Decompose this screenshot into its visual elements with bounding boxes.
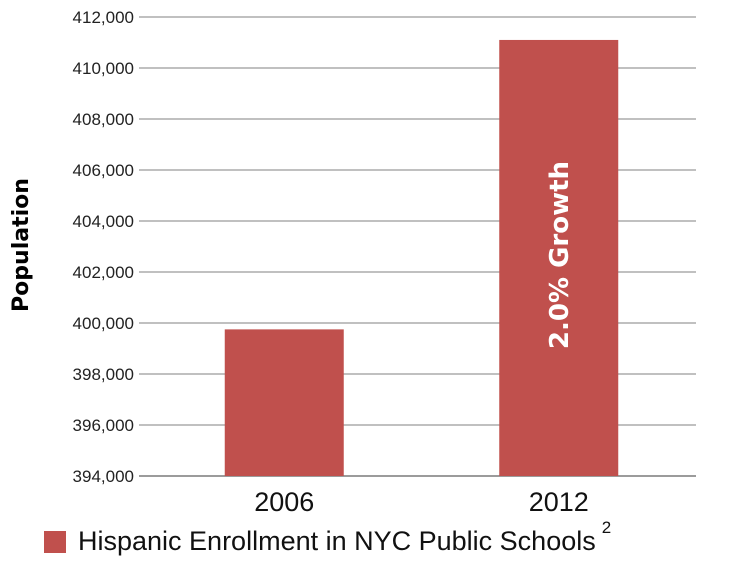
bar-chart: 394,000 396,000 398,000 400,000 402,000 404,0… <box>9 8 696 517</box>
legend-label: Hispanic Enrollment in NYC Public School… <box>78 526 596 556</box>
legend-swatch <box>44 530 66 553</box>
bar-annotation: 2.0% Growth <box>545 161 575 349</box>
x-tick-labels: 2006 2012 <box>254 487 589 517</box>
y-tick-labels: 394,000 396,000 398,000 400,000 402,000 404,0… <box>73 8 134 486</box>
y-tick-label: 408,000 <box>73 110 134 129</box>
y-axis-title: Population <box>9 178 34 312</box>
legend: Hispanic Enrollment in NYC Public School… <box>44 518 611 557</box>
x-tick-label: 2012 <box>529 487 589 517</box>
y-tick-label: 396,000 <box>73 416 134 435</box>
bar-2006 <box>224 329 344 476</box>
y-tick-label: 394,000 <box>73 467 134 486</box>
y-tick-label: 402,000 <box>73 263 134 282</box>
y-tick-label: 398,000 <box>73 365 134 384</box>
x-tick-label: 2006 <box>254 487 314 517</box>
y-tick-label: 404,000 <box>73 212 134 231</box>
bars <box>224 39 619 476</box>
y-tick-label: 412,000 <box>73 8 134 27</box>
y-tick-label: 406,000 <box>73 161 134 180</box>
legend-footnote-marker: 2 <box>601 517 612 537</box>
y-tick-label: 410,000 <box>73 59 134 78</box>
bar-2012 <box>499 39 619 476</box>
y-tick-label: 400,000 <box>73 314 134 333</box>
